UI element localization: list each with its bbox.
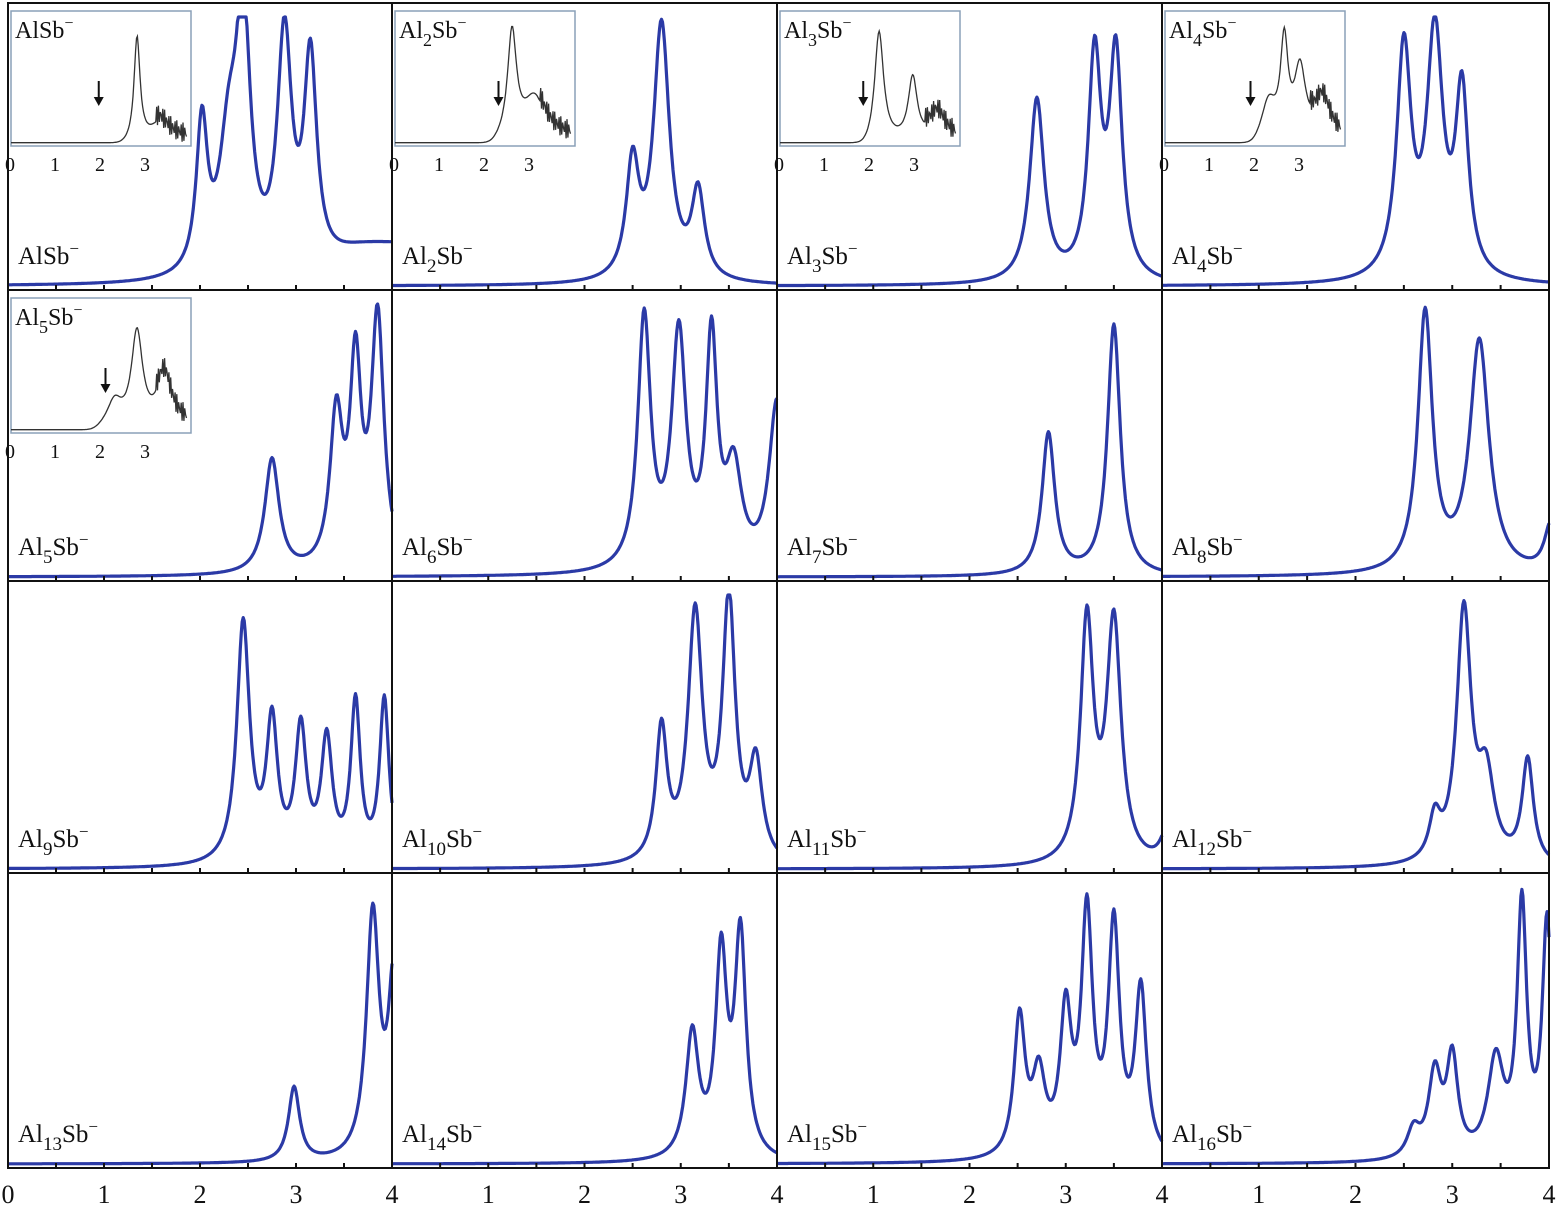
inset-experimental-spectrum: Al3Sb−0 1 2 3 (774, 10, 961, 176)
panel-1: AlSb− AlSb− 0 1 2 3 (5, 2, 393, 291)
inset-tick-label: 2 (479, 154, 489, 176)
panel-13: Al13Sb− (7, 872, 394, 1169)
panel-label: Al10Sb− (402, 822, 482, 860)
x-tick-label: 1 (98, 1180, 111, 1208)
inset-tick-label: 1 (819, 154, 829, 176)
panel-label: AlSb− (18, 239, 79, 270)
x-tick-label: 4 (771, 1180, 784, 1208)
x-tick-label: 3 (1059, 1180, 1072, 1208)
spectrum-curve (7, 901, 394, 1166)
spectrum-curve (7, 616, 394, 870)
panel-label: Al13Sb− (18, 1117, 98, 1155)
inset-tick-label: 2 (1249, 154, 1259, 176)
inset-tick-label: 1 (434, 154, 444, 176)
panel-6: Al6Sb− (391, 289, 779, 582)
inset-experimental-spectrum: Al5Sb−0 1 2 3 (5, 297, 192, 463)
panel-label: Al9Sb− (18, 822, 89, 860)
spectrum-curve (1161, 305, 1551, 578)
x-tick-label: 2 (1349, 1180, 1362, 1208)
x-tick-label: 3 (290, 1180, 303, 1208)
inset-tick-label: 2 (864, 154, 874, 176)
x-tick-label: 1 (867, 1180, 880, 1208)
spectrum-curve (776, 603, 1164, 871)
panel-label: Al14Sb− (402, 1117, 482, 1155)
panel-label: Al7Sb− (787, 530, 858, 568)
spectrum-curve (7, 15, 393, 287)
spectrum-curve (391, 593, 779, 871)
inset-tick-label: 3 (524, 154, 534, 176)
inset-tick-label: 3 (909, 154, 919, 176)
x-tick-label: 4 (386, 1180, 399, 1208)
x-tick-label: 4 (1156, 1180, 1169, 1208)
inset-tick-label: 0 (5, 154, 15, 176)
panel-9: Al9Sb− (7, 580, 394, 874)
x-tick-label: 0 (2, 1180, 15, 1208)
inset-tick-label: 0 (5, 441, 15, 463)
x-tick-label: 1 (1252, 1180, 1265, 1208)
spectrum-curve (391, 17, 778, 288)
x-tick-label: 3 (1446, 1180, 1459, 1208)
x-tick-label: 3 (674, 1180, 687, 1208)
panel-14: Al14Sb− (391, 872, 778, 1169)
panel-15: Al15Sb− (776, 872, 1164, 1169)
spectrum-curve (776, 33, 1163, 288)
panel-11: Al11Sb− (776, 580, 1164, 874)
inset-tick-label: 2 (95, 154, 105, 176)
panel-label: Al3Sb− (787, 239, 858, 277)
inset-experimental-spectrum: Al2Sb−0 1 2 3 (389, 10, 576, 176)
panel-5: Al5Sb−Al5Sb−0 1 2 3 (5, 289, 394, 582)
inset-experimental-spectrum: Al4Sb−0 1 2 3 (1159, 10, 1346, 176)
panel-label: Al6Sb− (402, 530, 473, 568)
panel-label: Al8Sb− (1172, 530, 1243, 568)
panel-3: Al3Sb−Al3Sb−0 1 2 3 (774, 2, 1163, 291)
inset-tick-label: 2 (95, 441, 105, 463)
inset-tick-label: 1 (1204, 154, 1214, 176)
inset-tick-label: 0 (774, 154, 784, 176)
x-tick-label: 1 (482, 1180, 495, 1208)
panel-label: Al4Sb− (1172, 239, 1243, 277)
inset-label: AlSb− (15, 15, 73, 44)
x-tick-label: 2 (578, 1180, 591, 1208)
x-tick-label: 2 (194, 1180, 207, 1208)
panel-16: Al16Sb− (1161, 872, 1551, 1169)
inset-tick-label: 3 (1294, 154, 1304, 176)
inset-tick-label: 1 (50, 441, 60, 463)
spectrum-curve (1161, 15, 1550, 287)
spectrum-curve (776, 892, 1164, 1166)
panel-12: Al12Sb− (1161, 580, 1551, 874)
spectrum-curve (1161, 599, 1551, 871)
panel-label: Al2Sb− (402, 239, 473, 277)
panel-label: Al12Sb− (1172, 822, 1252, 860)
spectrum-curve (776, 322, 1163, 579)
panel-8: Al8Sb− (1161, 289, 1551, 582)
spectrum-curve (391, 306, 779, 578)
inset-experimental-spectrum: AlSb− 0 1 2 3 (5, 10, 192, 176)
spectrum-curve (1161, 887, 1551, 1166)
x-tick-label: 2 (963, 1180, 976, 1208)
inset-tick-label: 0 (389, 154, 399, 176)
panel-7: Al7Sb− (776, 289, 1163, 582)
panel-10: Al10Sb− (391, 580, 779, 874)
inset-tick-label: 3 (140, 154, 150, 176)
panel-2: Al2Sb−Al2Sb−0 1 2 3 (389, 2, 778, 291)
inset-tick-label: 1 (50, 154, 60, 176)
spectrum-curve (391, 915, 778, 1166)
panel-label: Al5Sb− (18, 530, 89, 568)
panel-label: Al16Sb− (1172, 1117, 1252, 1155)
x-tick-label: 4 (1543, 1180, 1556, 1208)
inset-tick-label: 3 (140, 441, 150, 463)
panel-4: Al4Sb−Al4Sb−0 1 2 3 (1159, 2, 1550, 291)
panel-label: Al15Sb− (787, 1117, 867, 1155)
inset-tick-label: 0 (1159, 154, 1169, 176)
spectrum-curve (7, 302, 394, 579)
panel-label: Al11Sb− (787, 822, 866, 860)
